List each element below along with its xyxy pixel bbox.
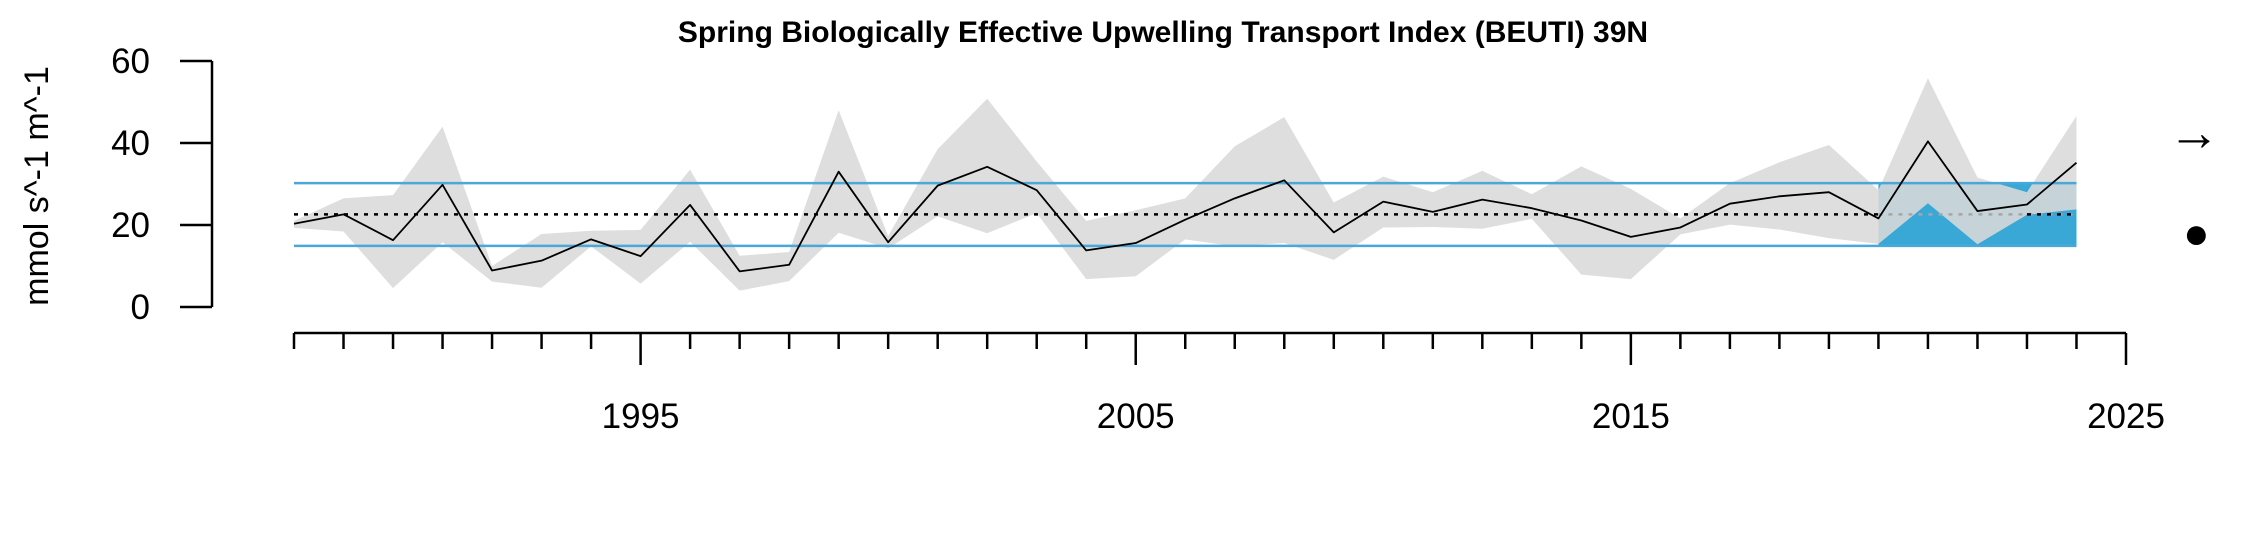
chart-title: Spring Biologically Effective Upwelling … (678, 16, 1648, 49)
x-tick-label: 1995 (602, 397, 680, 436)
y-tick-label: 60 (111, 42, 150, 81)
y-axis-label: mmol s^-1 m^-1 (18, 66, 56, 306)
x-tick-label: 2015 (1592, 397, 1670, 436)
x-tick-label: 2025 (2087, 397, 2165, 436)
y-tick-label: 40 (111, 124, 150, 163)
x-tick-label: 2005 (1097, 397, 1175, 436)
series-line (293, 140, 2078, 273)
plot-area: 0 20 40 60 1995 2005 2015 2025 (111, 42, 2165, 436)
mean-indicator: ● (2183, 209, 2210, 258)
y-tick-label: 20 (111, 206, 150, 245)
trend-indicator: → (2168, 104, 2220, 162)
y-tick-label: 0 (131, 288, 150, 327)
